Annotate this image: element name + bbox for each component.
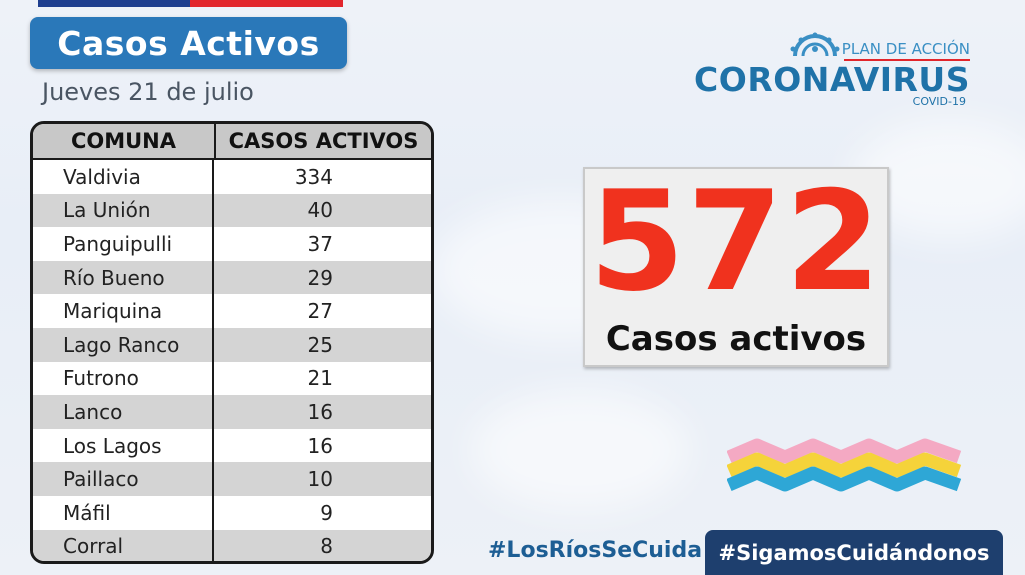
logo-main-text: CORONAVIRUS: [694, 60, 970, 99]
hashtag-banner: #SigamosCuidándonos: [705, 530, 1003, 575]
table-row: Lago Ranco 25: [33, 327, 431, 362]
header-casos: CASOS ACTIVOS: [228, 129, 419, 153]
table-header: COMUNA CASOS ACTIVOS: [33, 124, 431, 160]
comuna-cell: La Unión: [33, 193, 214, 228]
table-row: Máfil 9: [33, 495, 431, 530]
comuna-cell: Valdivia: [33, 160, 214, 194]
casos-cell: 40: [307, 198, 333, 223]
page-title: Casos Activos: [57, 23, 320, 63]
table-row: Paillaco 10: [33, 462, 431, 496]
comuna-cell: Corral: [33, 529, 214, 561]
table-row: Río Bueno 29: [33, 260, 431, 295]
table-row: Panguipulli 37: [33, 227, 431, 261]
table-row: Mariquina 27: [33, 294, 431, 328]
comuna-cell: Río Bueno: [33, 260, 214, 295]
table-row: Corral 8: [33, 529, 431, 561]
logo-plan-text: PLAN DE ACCIÓN: [841, 40, 970, 58]
title-banner: Casos Activos: [30, 17, 347, 69]
background-cloud: [470, 390, 690, 510]
logo-sub-text: COVID-19: [912, 95, 966, 108]
table-row: Valdivia 334: [33, 160, 431, 194]
cases-table: COMUNA CASOS ACTIVOS Valdivia 334 La Unión…: [30, 121, 434, 564]
header-comuna: COMUNA: [33, 124, 216, 158]
total-cases-value: 572: [588, 161, 884, 322]
comuna-cell: Panguipulli: [33, 227, 214, 261]
table-row: Lanco 16: [33, 395, 431, 429]
casos-cell: 10: [307, 467, 333, 492]
casos-cell: 334: [294, 164, 333, 189]
casos-cell: 16: [307, 433, 333, 458]
date-label: Jueves 21 de julio: [42, 78, 254, 106]
flag-stripe: [38, 0, 343, 7]
coronavirus-logo: PLAN DE ACCIÓN CORONAVIRUS COVID-19: [694, 32, 970, 112]
table-body: Valdivia 334 La Unión 40 Panguipulli 37 Río Bu…: [33, 160, 431, 561]
comuna-cell: Paillaco: [33, 462, 214, 496]
casos-cell: 29: [307, 265, 333, 290]
table-row: Los Lagos 16: [33, 428, 431, 463]
comuna-cell: Lago Ranco: [33, 327, 214, 362]
logo-divider: [844, 59, 970, 61]
virus-icon: [790, 32, 840, 57]
casos-cell: 8: [320, 534, 333, 559]
comuna-cell: Futrono: [33, 361, 214, 396]
casos-cell: 37: [307, 231, 333, 256]
casos-cell: 21: [307, 366, 333, 391]
comuna-cell: Mariquina: [33, 294, 214, 328]
total-cases-label: Casos activos: [605, 319, 867, 359]
table-row: Futrono 21: [33, 361, 431, 396]
regional-waves-icon: [727, 438, 962, 492]
casos-cell: 25: [307, 332, 333, 357]
casos-cell: 9: [320, 500, 333, 525]
comuna-cell: Máfil: [33, 495, 214, 530]
total-cases-card: 572 Casos activos: [583, 167, 889, 367]
comuna-cell: Los Lagos: [33, 428, 214, 463]
hashtag-los-rios: #LosRíosSeCuida: [488, 538, 703, 563]
hashtag-sigamos: #SigamosCuidándonos: [718, 540, 990, 565]
comuna-cell: Lanco: [33, 395, 214, 429]
casos-cell: 27: [307, 299, 333, 324]
casos-cell: 16: [307, 399, 333, 424]
table-row: La Unión 40: [33, 193, 431, 228]
